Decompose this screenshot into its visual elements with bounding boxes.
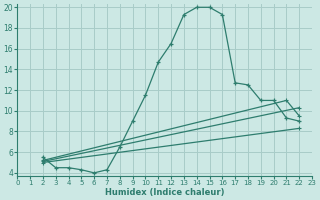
X-axis label: Humidex (Indice chaleur): Humidex (Indice chaleur): [105, 188, 224, 197]
